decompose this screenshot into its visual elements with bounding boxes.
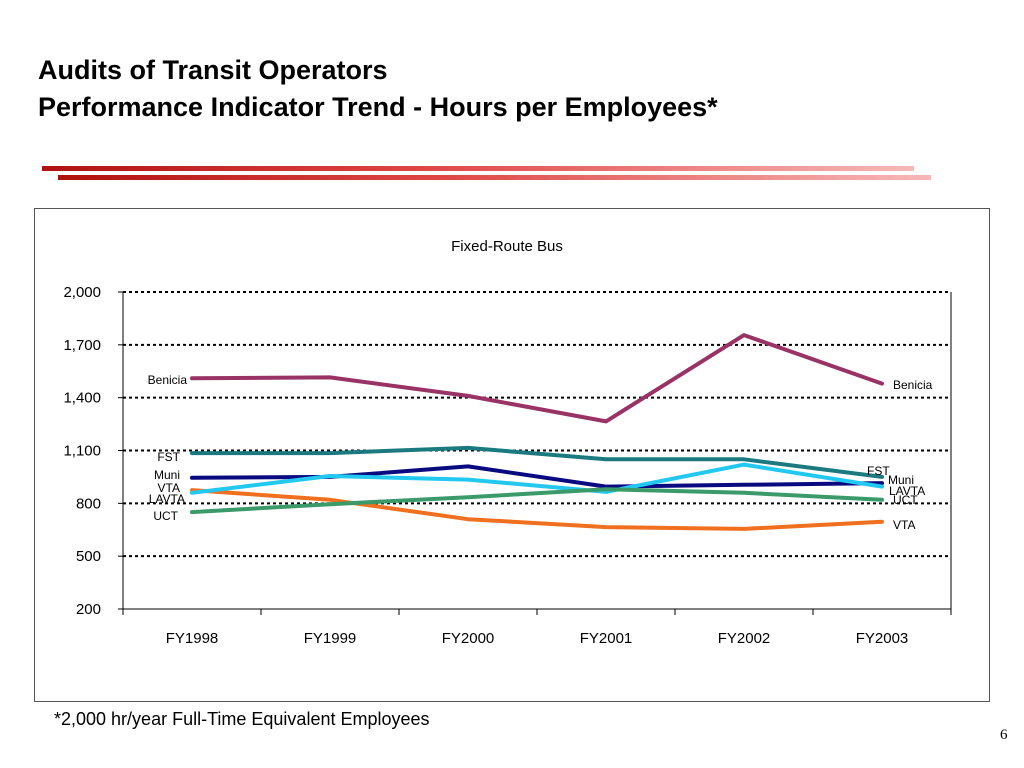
chart-title: Fixed-Route Bus xyxy=(451,238,563,255)
series-label-right-vta: VTA xyxy=(893,518,915,532)
series-line-uct xyxy=(190,487,884,515)
chart-frame xyxy=(34,208,990,702)
x-tick-label: FY2003 xyxy=(856,630,909,647)
title-underline-top xyxy=(42,166,914,171)
slide-title: Audits of Transit Operators Performance … xyxy=(38,52,718,126)
page-number: 6 xyxy=(1000,727,1008,743)
series-line-vta xyxy=(190,488,884,531)
series-label-right-fst: FST xyxy=(867,464,890,478)
x-tick-label: FY1999 xyxy=(304,630,357,647)
x-tick-label: FY1998 xyxy=(166,630,219,647)
series-label-right-benicia: Benicia xyxy=(893,378,933,392)
y-tick-label: 1,400 xyxy=(63,390,101,407)
series-label-right-lavta: LAVTA xyxy=(889,484,925,498)
y-tick-label: 800 xyxy=(76,495,101,512)
x-tick-label: FY2000 xyxy=(442,630,495,647)
slide-title-line1: Audits of Transit Operators xyxy=(38,55,388,85)
y-tick-label: 200 xyxy=(76,601,101,618)
y-tick-label: 1,700 xyxy=(63,337,101,354)
series-label-left-vta: VTA xyxy=(158,481,180,495)
x-tick-label: FY2001 xyxy=(580,630,633,647)
series-label-right-muni: Muni xyxy=(888,473,914,487)
series-line-benicia xyxy=(190,333,884,424)
series-label-left-fst: FST xyxy=(157,450,180,464)
title-underline-bottom xyxy=(58,175,931,180)
series-line-lavta xyxy=(190,462,884,495)
y-tick-label: 500 xyxy=(76,548,101,565)
series-label-left-lavta: LAVTA xyxy=(149,492,185,506)
series-label-left-benicia: Benicia xyxy=(148,373,188,387)
x-tick-label: FY2002 xyxy=(718,630,771,647)
series-label-left-muni: Muni xyxy=(154,468,180,482)
series-label-right-uct: UCT xyxy=(893,493,918,507)
series-line-fst xyxy=(190,445,884,479)
series-label-left-uct: UCT xyxy=(153,509,178,523)
footnote: *2,000 hr/year Full-Time Equivalent Empl… xyxy=(54,709,430,729)
y-tick-label: 2,000 xyxy=(63,284,101,301)
slide-title-line2: Performance Indicator Trend - Hours per … xyxy=(38,92,718,122)
y-tick-label: 1,100 xyxy=(63,443,101,460)
